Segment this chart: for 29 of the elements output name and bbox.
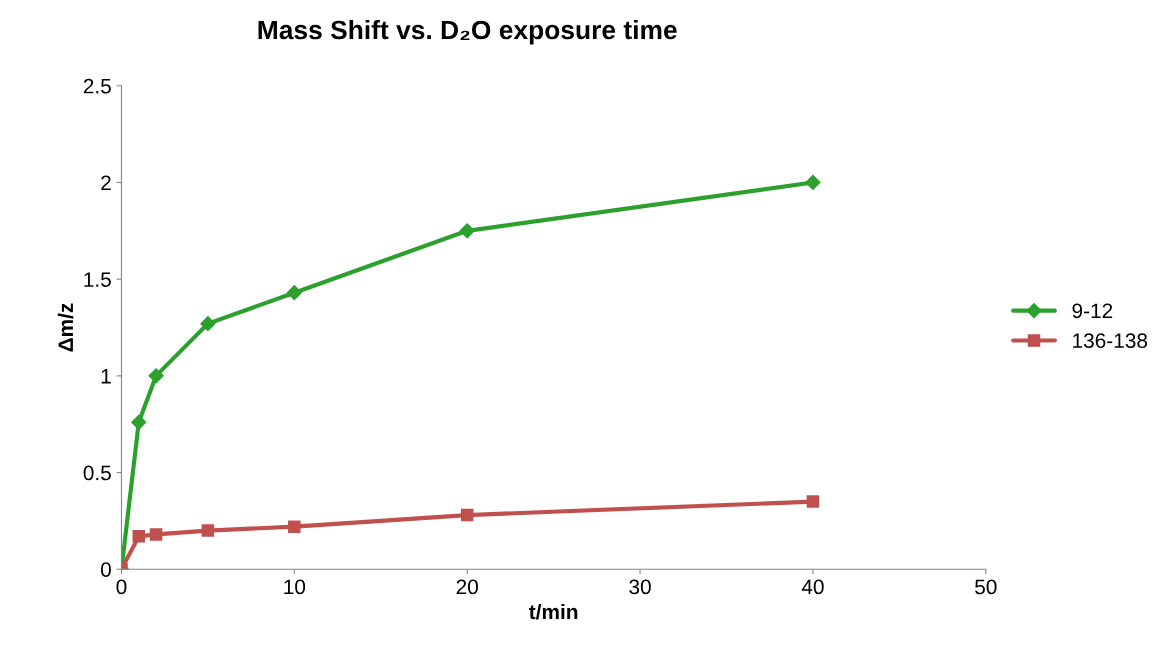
x-tick-label: 10 [284,579,306,595]
x-tick-label: 40 [801,579,824,595]
point [460,508,474,522]
x-tick-label: 50 [975,579,997,595]
legend-label: 9-12 [1072,303,1113,319]
point [286,285,302,301]
point [288,520,301,533]
legend-label: 136-138 [1073,333,1148,349]
x-tick-label: 20 [456,579,478,595]
point [805,174,821,191]
y-tick-label: 0.5 [83,465,111,481]
point [201,524,215,537]
y-tick-label: 2 [101,175,111,191]
y-tick-label: 2.5 [83,78,111,94]
point [806,495,820,508]
y-tick-label: 1 [101,369,111,384]
y-tick-label: 0 [100,562,111,577]
point [132,530,146,543]
point [131,414,147,430]
y-axis-title: Δm/z [57,303,74,352]
point [148,368,164,384]
y-tick-label: 1.5 [84,272,111,287]
chart-title: Mass Shift vs. D₂O exposure time [258,19,677,45]
point [459,223,475,239]
x-tick-label: 0 [116,579,127,595]
x-tick-label: 30 [629,579,651,595]
point [149,528,163,541]
x-axis-title: t/min [529,603,578,620]
point [200,316,216,332]
